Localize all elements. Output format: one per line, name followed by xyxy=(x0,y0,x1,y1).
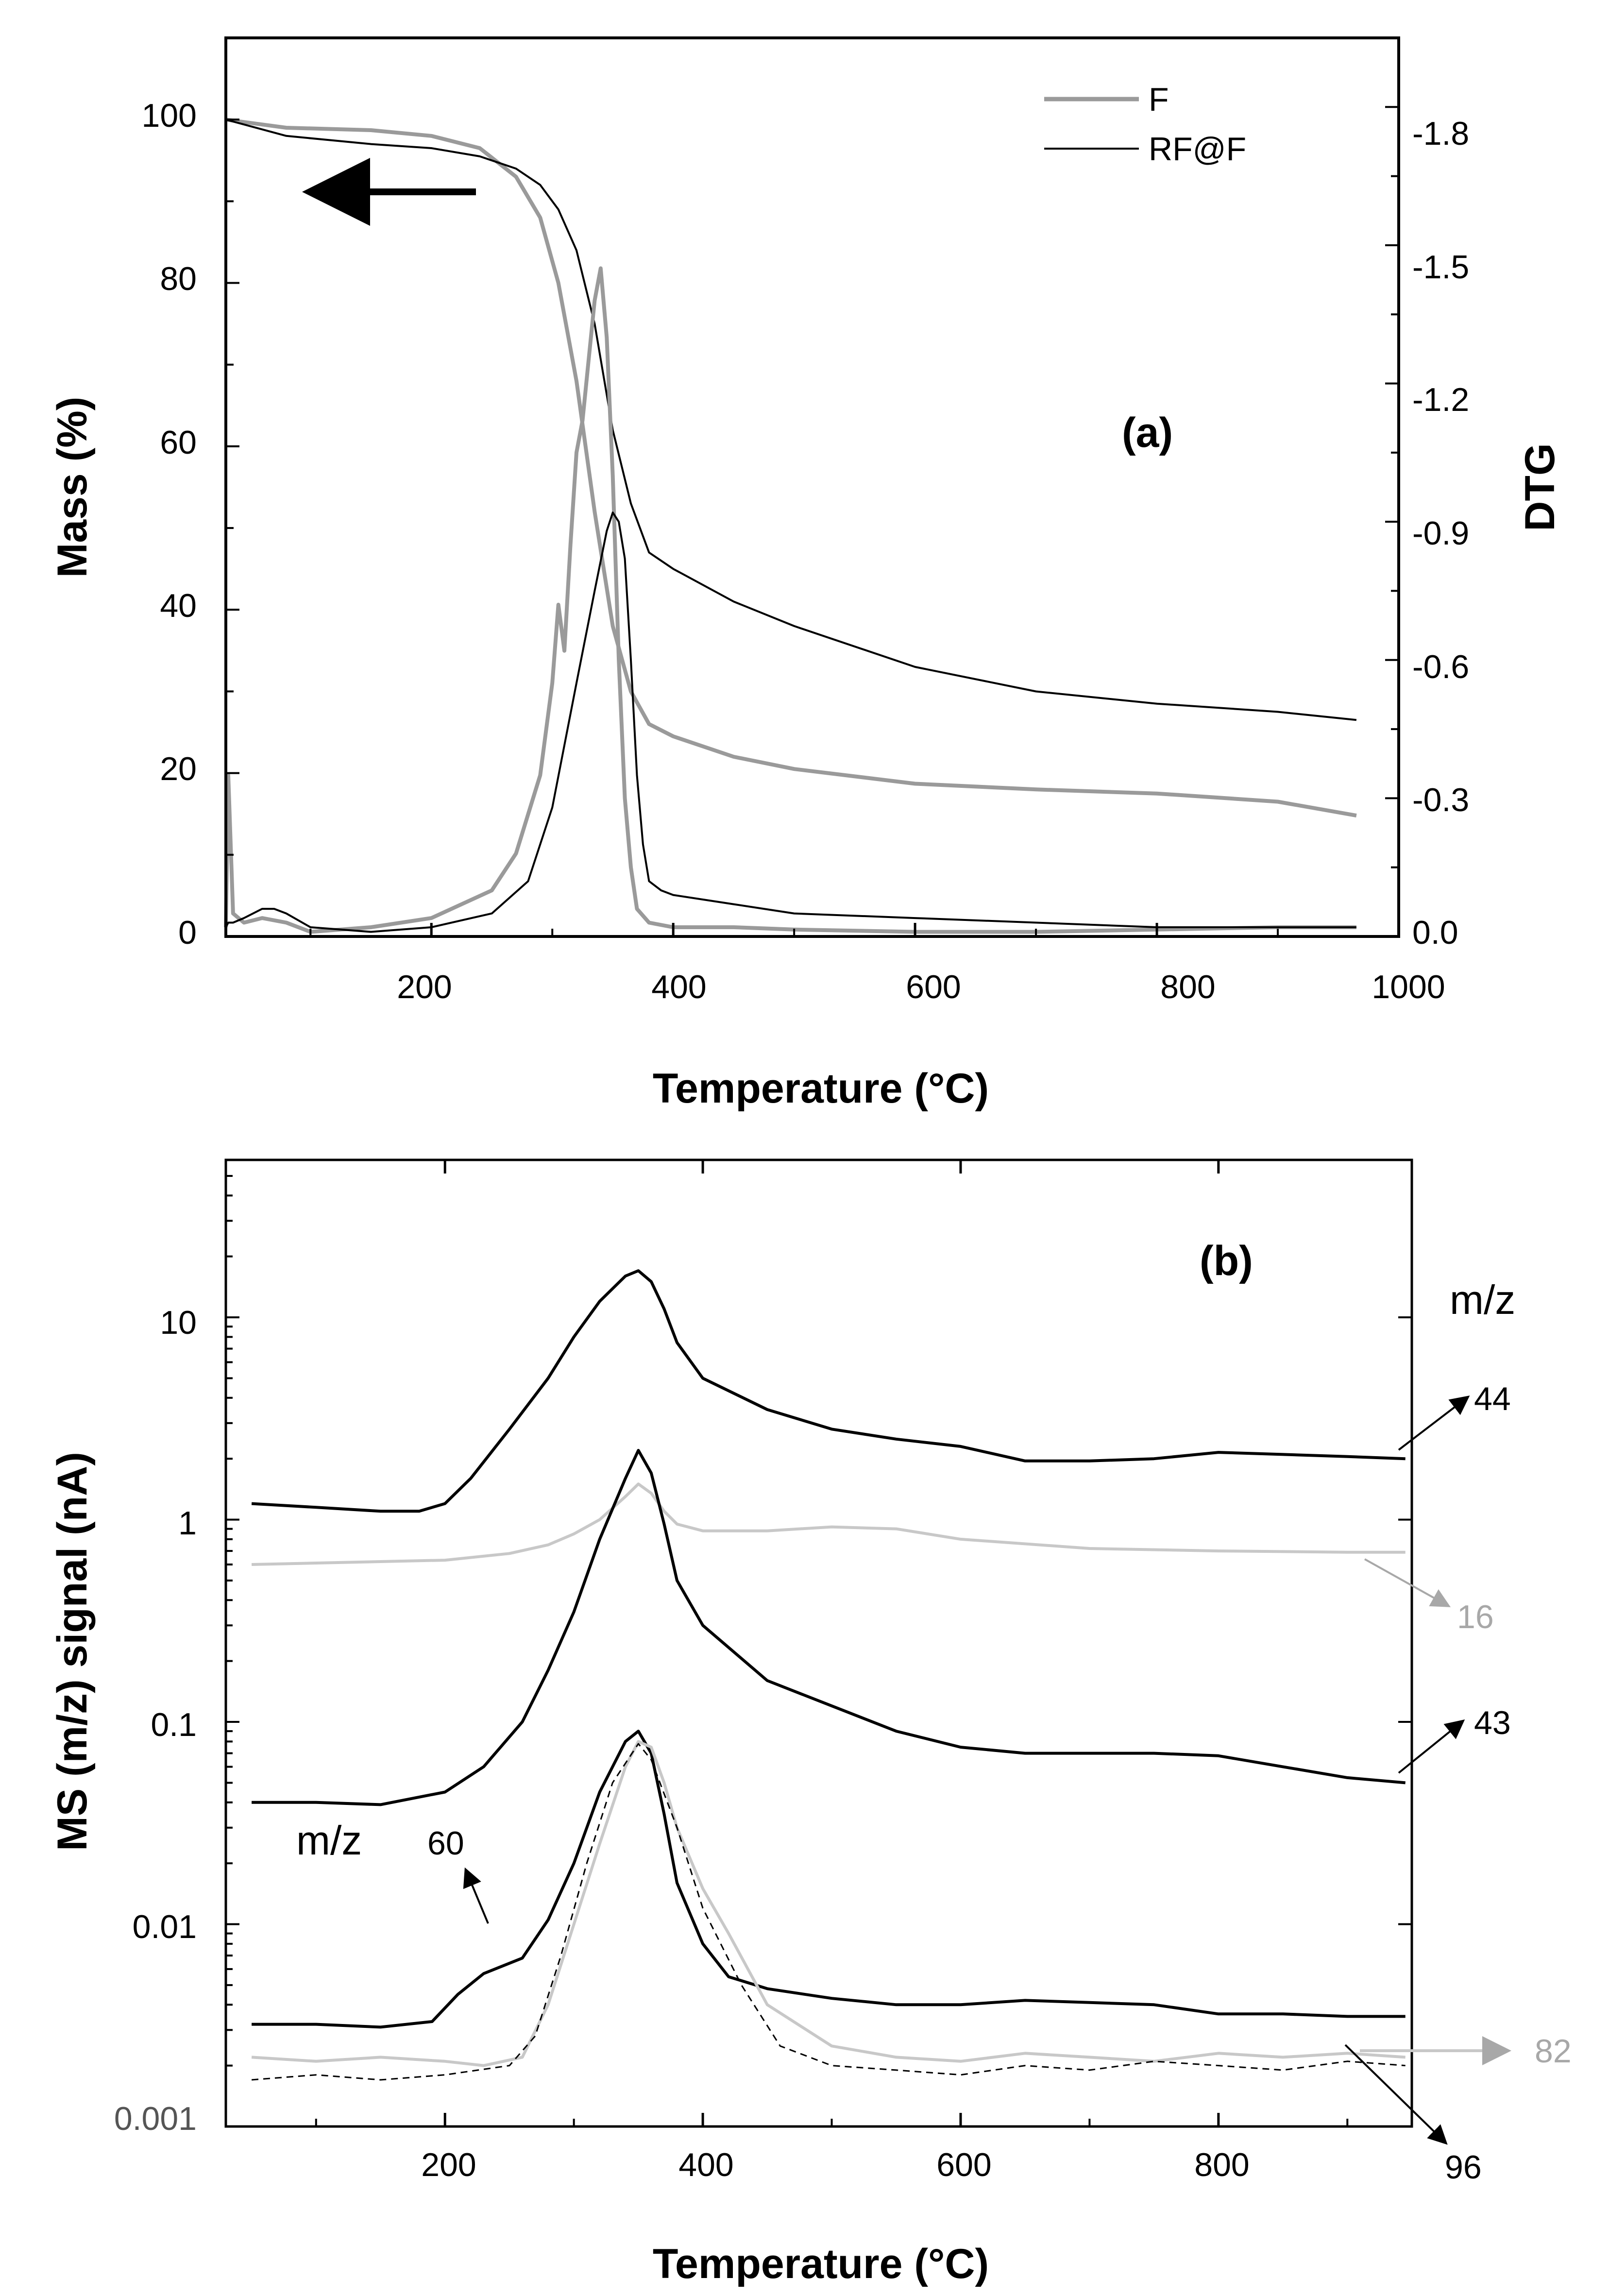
b-arrow-43 xyxy=(1398,1719,1465,1774)
a-panel-label: (a) xyxy=(1122,409,1173,456)
chart-b-ticks xyxy=(226,1159,1412,2127)
a-y2tick-1.5: -1.5 xyxy=(1412,249,1469,286)
chart-a-ticks xyxy=(226,106,1400,937)
a-y2tick-1.8: -1.8 xyxy=(1412,115,1469,152)
b-series-line-60 xyxy=(252,1730,1406,2029)
chart-b: 0.001 0.01 0.1 1 10 200 400 600 800 Temp… xyxy=(49,1158,1572,2287)
b-y-axis-label: MS (m/z) signal (nA) xyxy=(49,1452,96,1851)
b-xtick-800: 800 xyxy=(1194,2146,1249,2183)
b-xtick-200: 200 xyxy=(421,2146,476,2183)
b-ytick-0.1: 0.1 xyxy=(151,1706,197,1743)
a-xtick-600: 600 xyxy=(906,969,961,1005)
a-xtick-200: 200 xyxy=(397,969,452,1005)
b-series-label-82: 82 xyxy=(1535,2033,1572,2070)
b-series-line-96 xyxy=(251,1743,1406,2081)
a-series-line-0 xyxy=(225,118,1357,818)
a-ytick-40: 40 xyxy=(160,587,197,624)
a-y2tick-0.0: 0.0 xyxy=(1412,914,1458,951)
b-mz-header: m/z xyxy=(1450,1277,1515,1323)
b-arrow-44 xyxy=(1398,1395,1470,1451)
b-series-label-60: 60 xyxy=(427,1825,464,1862)
b-x-axis-label: Temperature (°C) xyxy=(653,2241,989,2287)
b-panel-label: (b) xyxy=(1200,1238,1253,1284)
a-ytick-60: 60 xyxy=(160,424,197,461)
a-series-line-1 xyxy=(225,119,1357,721)
a-y2tick-0.9: -0.9 xyxy=(1412,515,1469,552)
b-series-label-44: 44 xyxy=(1474,1380,1511,1417)
a-xtick-1000: 1000 xyxy=(1372,969,1445,1005)
b-ytick-10: 10 xyxy=(160,1304,197,1341)
a-y2-axis-label: DTG xyxy=(1517,443,1563,531)
b-arrow-60 xyxy=(463,1867,489,1924)
b-series-line-43 xyxy=(252,1449,1406,1806)
a-xtick-400: 400 xyxy=(651,969,706,1005)
b-series-line-82 xyxy=(251,1740,1406,2067)
b-arrow-96 xyxy=(1344,2044,1448,2145)
b-series-label-43: 43 xyxy=(1474,1704,1511,1741)
a-xtick-800: 800 xyxy=(1160,969,1215,1005)
a-y2tick-0.3: -0.3 xyxy=(1412,782,1469,818)
b-ytick-0.001: 0.001 xyxy=(114,2100,197,2137)
b-xtick-400: 400 xyxy=(678,2146,733,2183)
a-legend-label-f: F xyxy=(1149,81,1169,118)
b-series-label-16: 16 xyxy=(1457,1599,1494,1635)
b-series-line-16 xyxy=(252,1482,1406,1566)
chart-a-frame xyxy=(224,36,1400,938)
chart-a-series xyxy=(224,118,1357,934)
a-series-line-3 xyxy=(225,511,1356,933)
a-legend: F RF@F xyxy=(1044,81,1246,168)
a-y-axis-label: Mass (%) xyxy=(49,397,96,578)
b-ytick-0.01: 0.01 xyxy=(133,1908,197,1945)
chart-b-series xyxy=(251,1269,1406,2081)
a-x-axis-label: Temperature (°C) xyxy=(653,1065,989,1112)
b-ytick-1: 1 xyxy=(178,1505,197,1542)
b-xtick-600: 600 xyxy=(936,2146,991,2183)
b-left-mz-label: m/z xyxy=(296,1818,362,1863)
a-ytick-20: 20 xyxy=(160,750,197,787)
a-ytick-0: 0 xyxy=(178,914,197,951)
a-series-line-2 xyxy=(224,266,1356,934)
b-series-line-44 xyxy=(251,1269,1406,1513)
a-y2tick-1.2: -1.2 xyxy=(1412,381,1469,418)
b-arrow-16 xyxy=(1364,1558,1451,1607)
a-y2tick-0.6: -0.6 xyxy=(1412,648,1469,685)
chart-b-frame xyxy=(224,1158,1413,2128)
a-legend-label-rff: RF@F xyxy=(1149,131,1246,168)
b-series-label-96: 96 xyxy=(1445,2149,1482,2186)
a-ytick-80: 80 xyxy=(160,260,197,297)
a-ytick-100: 100 xyxy=(142,97,197,134)
chart-a: 0 20 40 60 80 100 0.0 -0.3 -0.6 -0.9 -1.… xyxy=(49,36,1563,1112)
